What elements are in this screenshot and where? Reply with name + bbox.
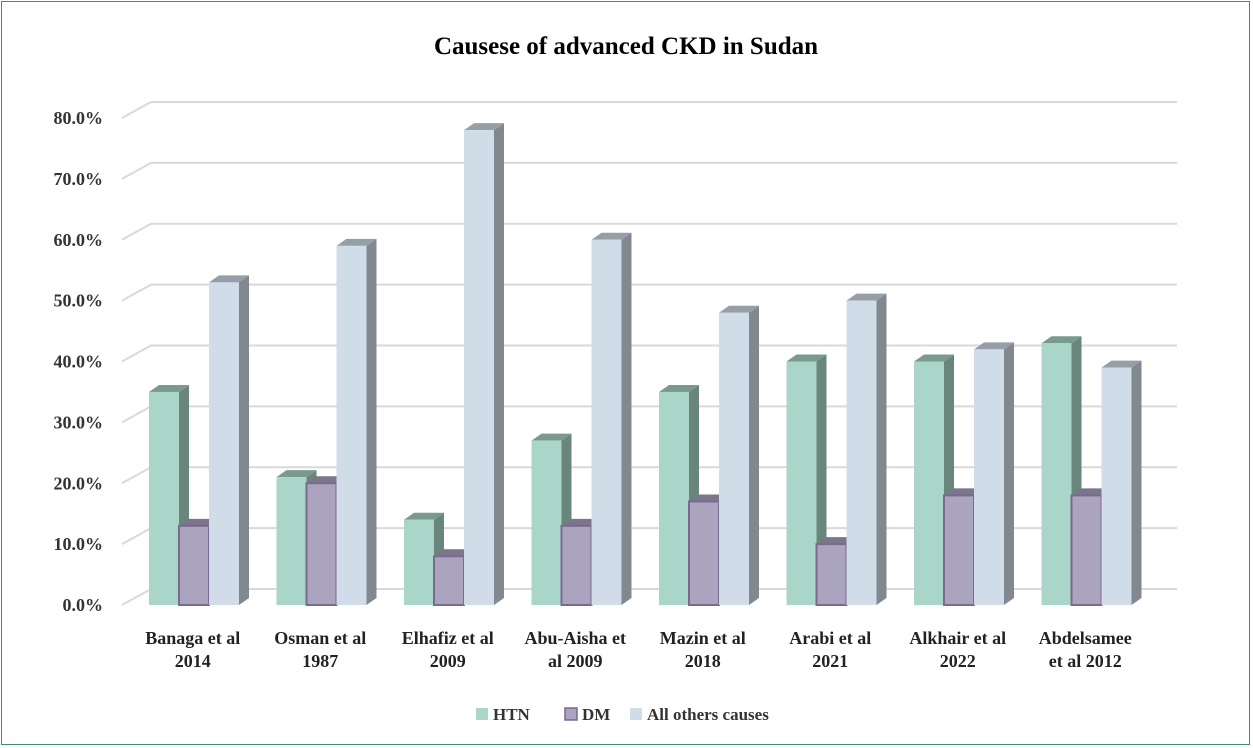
bar-front <box>209 282 239 605</box>
legend-item-htn: HTN <box>476 705 531 724</box>
legend-label: All others causes <box>647 705 769 724</box>
bar-front <box>1070 494 1103 606</box>
bar-side <box>494 123 504 606</box>
bar-front <box>815 543 848 606</box>
bar-top <box>974 342 1014 350</box>
bar-top <box>464 123 504 131</box>
y-tick-label: 20.0% <box>54 473 104 493</box>
bar-front <box>149 391 179 605</box>
gridline-depth <box>121 466 152 485</box>
gridline-depth <box>121 588 152 606</box>
gridline-depth <box>121 527 152 546</box>
y-tick-label: 30.0% <box>54 412 104 432</box>
bar-front <box>433 555 465 606</box>
bar-top <box>276 470 317 478</box>
legend-label: HTN <box>493 705 531 724</box>
bar-front <box>1101 367 1132 605</box>
bar-htn <box>149 384 189 605</box>
bar-side <box>1004 342 1014 605</box>
y-tick-label: 50.0% <box>54 291 104 311</box>
x-category-label: Mazin et al 2018 <box>660 628 746 671</box>
bar-side <box>749 305 759 605</box>
bar-side <box>876 293 887 605</box>
legend-swatch <box>476 708 488 720</box>
bar-front <box>560 524 593 606</box>
gridline-depth <box>121 101 152 119</box>
bar-front <box>336 245 367 605</box>
bar-front <box>178 524 210 606</box>
legend-swatch <box>630 708 642 720</box>
bar-side <box>239 275 249 605</box>
legend-swatch <box>564 707 578 721</box>
bar-top <box>1041 336 1082 344</box>
gridline-depth <box>121 161 152 180</box>
bar-all-others-causes <box>464 123 504 606</box>
bar-front <box>688 500 720 607</box>
bar-front <box>719 312 749 605</box>
bar-front <box>464 130 494 606</box>
bar-front <box>404 519 434 605</box>
bar-top <box>659 384 699 392</box>
bar-front <box>974 349 1004 605</box>
bar-all-others-causes <box>336 238 377 605</box>
bar-top <box>336 238 377 246</box>
bar-top <box>1101 360 1142 368</box>
x-category-label: Abu-Aisha et al 2009 <box>524 628 626 671</box>
bar-top <box>591 232 632 240</box>
bar-top <box>914 354 954 362</box>
y-tick-label: 70.0% <box>54 169 104 189</box>
bar-all-others-causes <box>846 293 887 605</box>
x-category-label: Abdelsamee et al 2012 <box>1039 628 1132 671</box>
bar-all-others-causes <box>591 232 632 605</box>
bar-front <box>1041 343 1072 605</box>
bar-all-others-causes <box>719 305 759 605</box>
y-tick-label: 10.0% <box>54 534 104 554</box>
x-category-label: Arabi et al 2021 <box>789 628 871 671</box>
bar-front <box>659 391 689 605</box>
y-tick-label: 80.0% <box>54 108 104 128</box>
bar-front <box>591 239 622 605</box>
legend-label: DM <box>582 705 610 724</box>
bar-top <box>846 293 887 301</box>
bar-top <box>719 305 759 313</box>
bar-front <box>531 440 562 605</box>
bar-front <box>305 482 338 606</box>
legend-item-dm: DM <box>564 705 610 724</box>
bar-front <box>943 494 975 606</box>
bar-side <box>366 238 377 605</box>
legend: HTN DM All others causes <box>476 705 769 724</box>
bar-htn <box>531 433 572 605</box>
bar-all-others-causes <box>209 275 249 605</box>
bar-top <box>209 275 249 283</box>
bar-front <box>786 361 817 605</box>
x-category-label: Banaga et al 2014 <box>145 628 240 671</box>
chart-title: Causese of advanced CKD in Sudan <box>434 33 818 60</box>
gridline-depth <box>121 222 152 241</box>
gridline-depth <box>121 344 152 363</box>
bar-top <box>786 354 827 362</box>
x-category-label: Osman et al 1987 <box>274 628 366 671</box>
bar-all-others-causes <box>974 342 1014 605</box>
bar-top <box>404 512 444 520</box>
legend-item-all-others-causes: All others causes <box>630 705 769 724</box>
x-axis-categories: Banaga et al 2014 Osman et al 1987 Elhafiz e… <box>145 628 1132 671</box>
x-category-label: Alkhair et al 2022 <box>909 628 1006 671</box>
bar-top <box>531 433 572 441</box>
bar-top <box>149 384 189 392</box>
bar-side <box>621 232 632 605</box>
y-axis-ticks: 0.0% 10.0% 20.0% 30.0% 40.0% 50.0% 60.0% 70.0% 8… <box>54 108 104 615</box>
x-category-label: Elhafiz et al 2009 <box>402 628 494 671</box>
y-tick-label: 40.0% <box>54 352 104 372</box>
gridline-depth <box>121 405 152 424</box>
bars <box>149 123 1142 607</box>
bar-front <box>846 300 877 605</box>
bar-side <box>1131 360 1142 605</box>
y-tick-label: 0.0% <box>63 595 104 615</box>
bar-front <box>914 361 944 605</box>
bar-all-others-causes <box>1101 360 1142 605</box>
gridline-depth <box>121 283 152 302</box>
y-tick-label: 60.0% <box>54 230 104 250</box>
bar-front <box>276 477 307 605</box>
